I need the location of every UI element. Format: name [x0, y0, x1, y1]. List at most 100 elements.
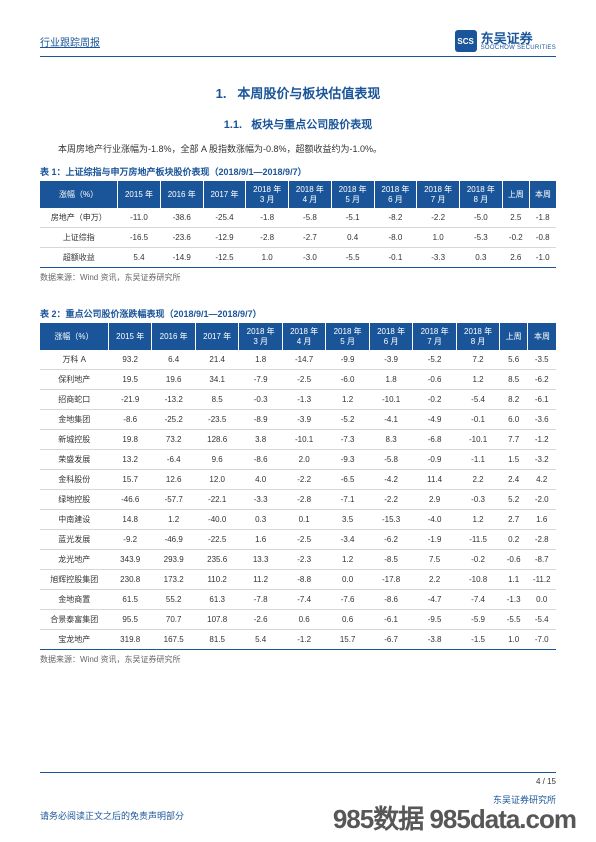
cell-value: 1.0	[500, 630, 528, 650]
cell-value: -1.8	[529, 208, 556, 228]
cell-value: 2.6	[502, 248, 529, 268]
cell-value: -6.8	[413, 430, 456, 450]
cell-value: 13.3	[239, 550, 282, 570]
logo-badge: SCS	[455, 30, 477, 52]
cell-value: 61.5	[108, 590, 151, 610]
cell-value: 0.6	[282, 610, 325, 630]
table-row: 房地产（申万）-11.0-38.6-25.4-1.8-5.8-5.1-8.2-2…	[40, 208, 556, 228]
cell-value: 1.2	[456, 510, 499, 530]
cell-value: -3.9	[282, 410, 325, 430]
cell-value: -2.6	[239, 610, 282, 630]
cell-value: 1.8	[369, 370, 412, 390]
cell-value: -3.5	[527, 350, 556, 370]
cell-value: -1.8	[246, 208, 289, 228]
cell-value: -5.5	[500, 610, 528, 630]
table-row: 金科股份15.712.612.04.0-2.2-6.5-4.211.42.22.…	[40, 470, 556, 490]
cell-value: 1.0	[417, 228, 460, 248]
cell-value: -0.6	[413, 370, 456, 390]
column-header: 2018 年7 月	[413, 323, 456, 350]
cell-value: 6.4	[152, 350, 195, 370]
cell-value: 230.8	[108, 570, 151, 590]
cell-value: -7.1	[326, 490, 369, 510]
cell-value: 0.4	[331, 228, 374, 248]
cell-value: 19.8	[108, 430, 151, 450]
table-row: 保利地产19.519.634.1-7.9-2.5-6.01.8-0.61.28.…	[40, 370, 556, 390]
cell-value: -1.2	[527, 430, 556, 450]
watermark-domain: 985data.com	[429, 804, 576, 834]
table-row: 金地商置61.555.261.3-7.8-7.4-7.6-8.6-4.7-7.4…	[40, 590, 556, 610]
cell-value: 110.2	[195, 570, 238, 590]
cell-value: -5.1	[331, 208, 374, 228]
cell-value: 1.2	[152, 510, 195, 530]
cell-value: 235.6	[195, 550, 238, 570]
cell-value: -2.0	[527, 490, 556, 510]
row-label: 旭辉控股集团	[40, 570, 108, 590]
cell-value: -8.6	[369, 590, 412, 610]
cell-value: -0.8	[529, 228, 556, 248]
column-header: 2018 年7 月	[417, 181, 460, 208]
cell-value: -1.5	[456, 630, 499, 650]
cell-value: 1.8	[239, 350, 282, 370]
cell-value: -22.1	[195, 490, 238, 510]
cell-value: 8.3	[369, 430, 412, 450]
cell-value: -0.1	[374, 248, 417, 268]
table-row: 旭辉控股集团230.8173.2110.211.2-8.80.0-17.82.2…	[40, 570, 556, 590]
cell-value: -2.8	[282, 490, 325, 510]
row-label: 金科股份	[40, 470, 108, 490]
column-header: 2018 年5 月	[331, 181, 374, 208]
table2: 涨幅（%）2015 年2016 年2017 年2018 年3 月2018 年4 …	[40, 323, 556, 650]
cell-value: 1.2	[326, 550, 369, 570]
cell-value: -9.5	[413, 610, 456, 630]
table-row: 龙光地产343.9293.9235.613.3-2.31.2-8.57.5-0.…	[40, 550, 556, 570]
cell-value: 4.2	[527, 470, 556, 490]
column-header: 本周	[529, 181, 556, 208]
table-row: 金地集团-8.6-25.2-23.5-8.9-3.9-5.2-4.1-4.9-0…	[40, 410, 556, 430]
cell-value: 9.6	[195, 450, 238, 470]
cell-value: 70.7	[152, 610, 195, 630]
row-label: 蓝光发展	[40, 530, 108, 550]
cell-value: 2.5	[502, 208, 529, 228]
row-label: 万科 A	[40, 350, 108, 370]
column-header: 2016 年	[152, 323, 195, 350]
cell-value: -11.5	[456, 530, 499, 550]
cell-value: -7.4	[456, 590, 499, 610]
cell-value: -23.5	[195, 410, 238, 430]
cell-value: -3.3	[239, 490, 282, 510]
logo-chinese: 东吴证券	[481, 32, 556, 45]
cell-value: -2.7	[289, 228, 332, 248]
cell-value: -5.4	[456, 390, 499, 410]
column-header: 2018 年5 月	[326, 323, 369, 350]
cell-value: -3.8	[413, 630, 456, 650]
cell-value: -7.4	[282, 590, 325, 610]
cell-value: 12.6	[152, 470, 195, 490]
row-label: 金地集团	[40, 410, 108, 430]
cell-value: -8.6	[239, 450, 282, 470]
page-number-row: 4 / 15	[40, 772, 556, 786]
cell-value: -3.9	[369, 350, 412, 370]
cell-value: 2.4	[500, 470, 528, 490]
subsection-title: 1.1. 板块与重点公司股价表现	[40, 116, 556, 132]
cell-value: -7.6	[326, 590, 369, 610]
cell-value: -5.2	[413, 350, 456, 370]
cell-value: -0.9	[413, 450, 456, 470]
cell-value: -0.6	[500, 550, 528, 570]
table-row: 上证综指-16.5-23.6-12.9-2.8-2.70.4-8.01.0-5.…	[40, 228, 556, 248]
table-row: 新城控股19.873.2128.63.8-10.1-7.38.3-6.8-10.…	[40, 430, 556, 450]
cell-value: 3.8	[239, 430, 282, 450]
cell-value: 2.9	[413, 490, 456, 510]
column-header: 2015 年	[108, 323, 151, 350]
cell-value: 4.0	[239, 470, 282, 490]
cell-value: 19.5	[108, 370, 151, 390]
page-number: 4 / 15	[536, 777, 556, 786]
cell-value: -7.0	[527, 630, 556, 650]
cell-value: -9.9	[326, 350, 369, 370]
cell-value: -1.3	[282, 390, 325, 410]
cell-value: -17.8	[369, 570, 412, 590]
table2-source: 数据来源：Wind 资讯，东吴证券研究所	[40, 654, 556, 665]
cell-value: -3.4	[326, 530, 369, 550]
cell-value: -2.3	[282, 550, 325, 570]
cell-value: 1.5	[500, 450, 528, 470]
cell-value: 0.3	[239, 510, 282, 530]
cell-value: -8.6	[108, 410, 151, 430]
cell-value: 34.1	[195, 370, 238, 390]
